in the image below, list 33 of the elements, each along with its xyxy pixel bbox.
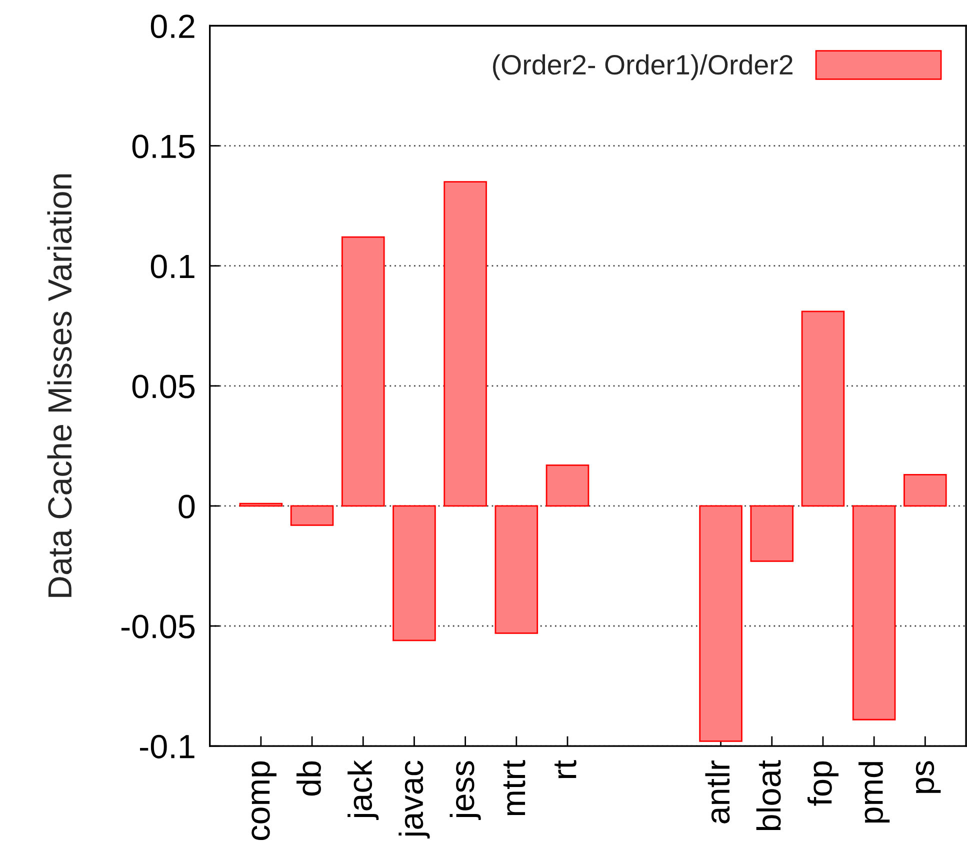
legend-label: (Order2- Order1)/Order2 xyxy=(493,54,792,80)
bar xyxy=(852,505,896,720)
bar xyxy=(290,505,334,526)
x-tick-label: ps xyxy=(916,761,941,793)
x-tick-label: jess xyxy=(450,761,481,820)
bar xyxy=(239,502,283,507)
y-tick-label: 0.2 xyxy=(150,14,194,38)
x-tick-label: rt xyxy=(554,760,576,778)
x-tick-label: javac xyxy=(398,760,430,839)
x-tick-label: jack xyxy=(348,760,379,820)
bar xyxy=(341,236,385,507)
bar xyxy=(750,505,794,562)
x-tick-label: mtrt xyxy=(503,760,526,816)
bar xyxy=(904,474,947,507)
x-tick-label: db xyxy=(296,761,321,796)
x-tick-label: antlr xyxy=(705,760,730,824)
y-tick-label: 0.1 xyxy=(150,254,194,278)
bar xyxy=(546,464,590,507)
y-tick-label: 0 xyxy=(178,494,195,518)
x-tick-label: pmd xyxy=(858,762,890,823)
x-tick-label: comp xyxy=(252,761,276,840)
y-tick-label: 0.05 xyxy=(132,374,195,398)
bar xyxy=(494,505,538,634)
bar xyxy=(801,310,845,507)
y-axis-title: Data Cache Misses Variation xyxy=(47,174,72,597)
x-tick-label: bloat xyxy=(756,760,781,830)
y-tick-label: -0.1 xyxy=(140,734,194,758)
x-tick-label: fop xyxy=(807,761,839,806)
y-tick-label: -0.05 xyxy=(121,614,195,638)
y-tick-label: 0.15 xyxy=(132,134,195,158)
bar xyxy=(699,505,742,742)
bar xyxy=(392,505,436,642)
bar xyxy=(444,181,487,507)
